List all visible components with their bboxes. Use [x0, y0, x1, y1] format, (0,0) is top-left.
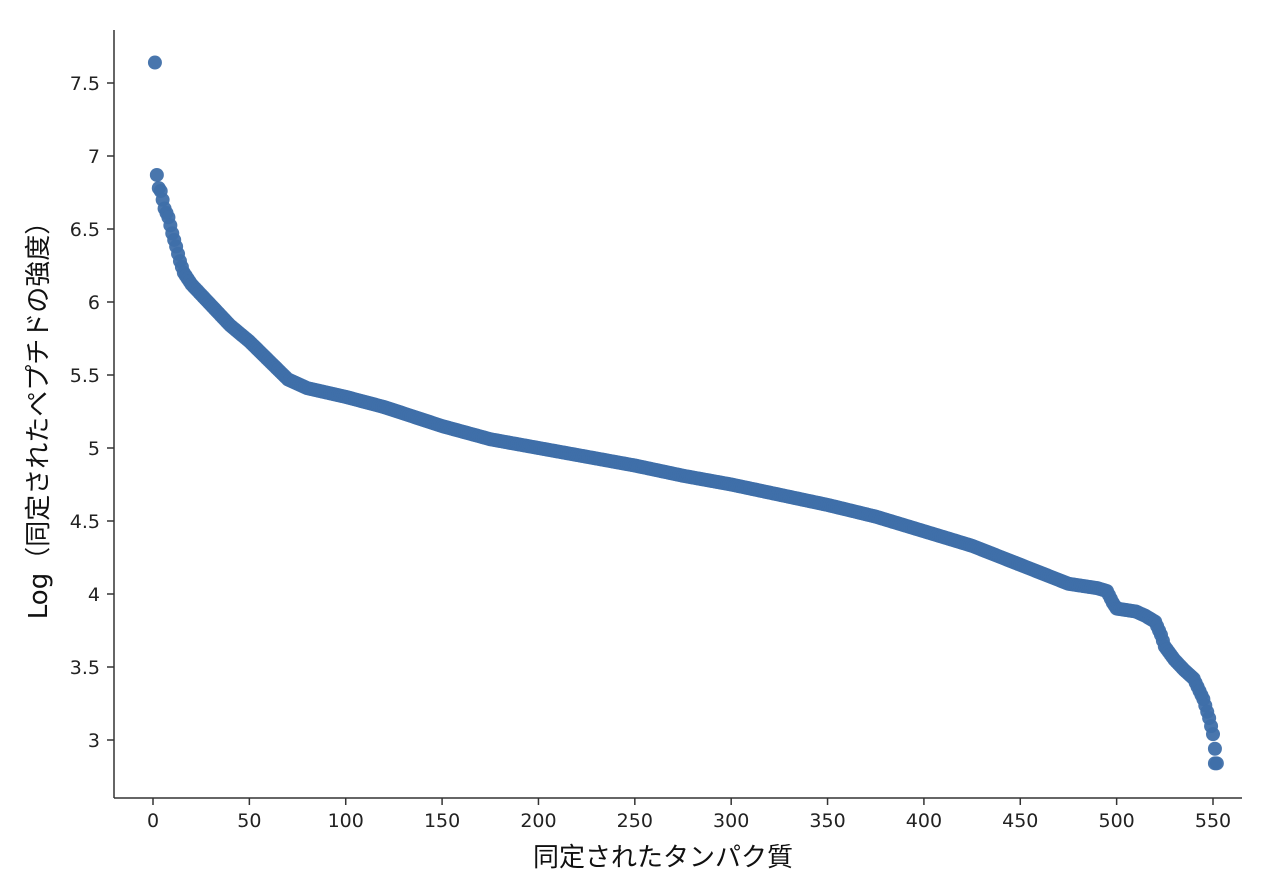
x-axis-title: 同定されたタンパク質 — [533, 843, 793, 873]
data-point — [1207, 756, 1222, 771]
x-tick-label: 350 — [809, 810, 845, 832]
x-tick-label: 400 — [906, 810, 942, 832]
y-tick-label: 6.5 — [70, 219, 100, 241]
y-tick-label: 5.5 — [70, 365, 100, 387]
x-ticks: 0 50 100 150 200 250 300 350 400 450 500 550 — [147, 798, 1231, 832]
x-tick-label: 450 — [1002, 810, 1038, 832]
data-point — [1206, 727, 1220, 742]
x-tick-label: 300 — [713, 810, 749, 832]
y-ticks: 3 3.5 4 4.5 5 5.5 6 6.5 7 7.5 — [70, 73, 114, 752]
x-tick-label: 150 — [424, 810, 460, 832]
y-tick-label: 3.5 — [70, 657, 100, 679]
y-tick-label: 6 — [88, 292, 100, 314]
data-point — [1207, 741, 1222, 756]
y-tick-label: 5 — [88, 438, 100, 460]
x-tick-label: 100 — [328, 810, 364, 832]
data-point — [147, 55, 162, 70]
x-tick-label: 50 — [237, 810, 261, 832]
x-tick-label: 500 — [1099, 810, 1135, 832]
y-tick-label: 7.5 — [70, 73, 100, 95]
y-tick-label: 7 — [88, 146, 100, 168]
y-tick-label: 4 — [88, 584, 100, 606]
x-tick-label: 0 — [147, 810, 159, 832]
y-tick-label: 3 — [88, 730, 100, 752]
data-points — [147, 55, 1224, 771]
y-axis-title: Log（同定されたペプチドの強度） — [24, 209, 54, 619]
x-tick-label: 550 — [1195, 810, 1231, 832]
y-tick-label: 4.5 — [70, 511, 100, 533]
data-point — [149, 167, 164, 182]
x-tick-label: 250 — [617, 810, 653, 832]
x-tick-label: 200 — [520, 810, 556, 832]
